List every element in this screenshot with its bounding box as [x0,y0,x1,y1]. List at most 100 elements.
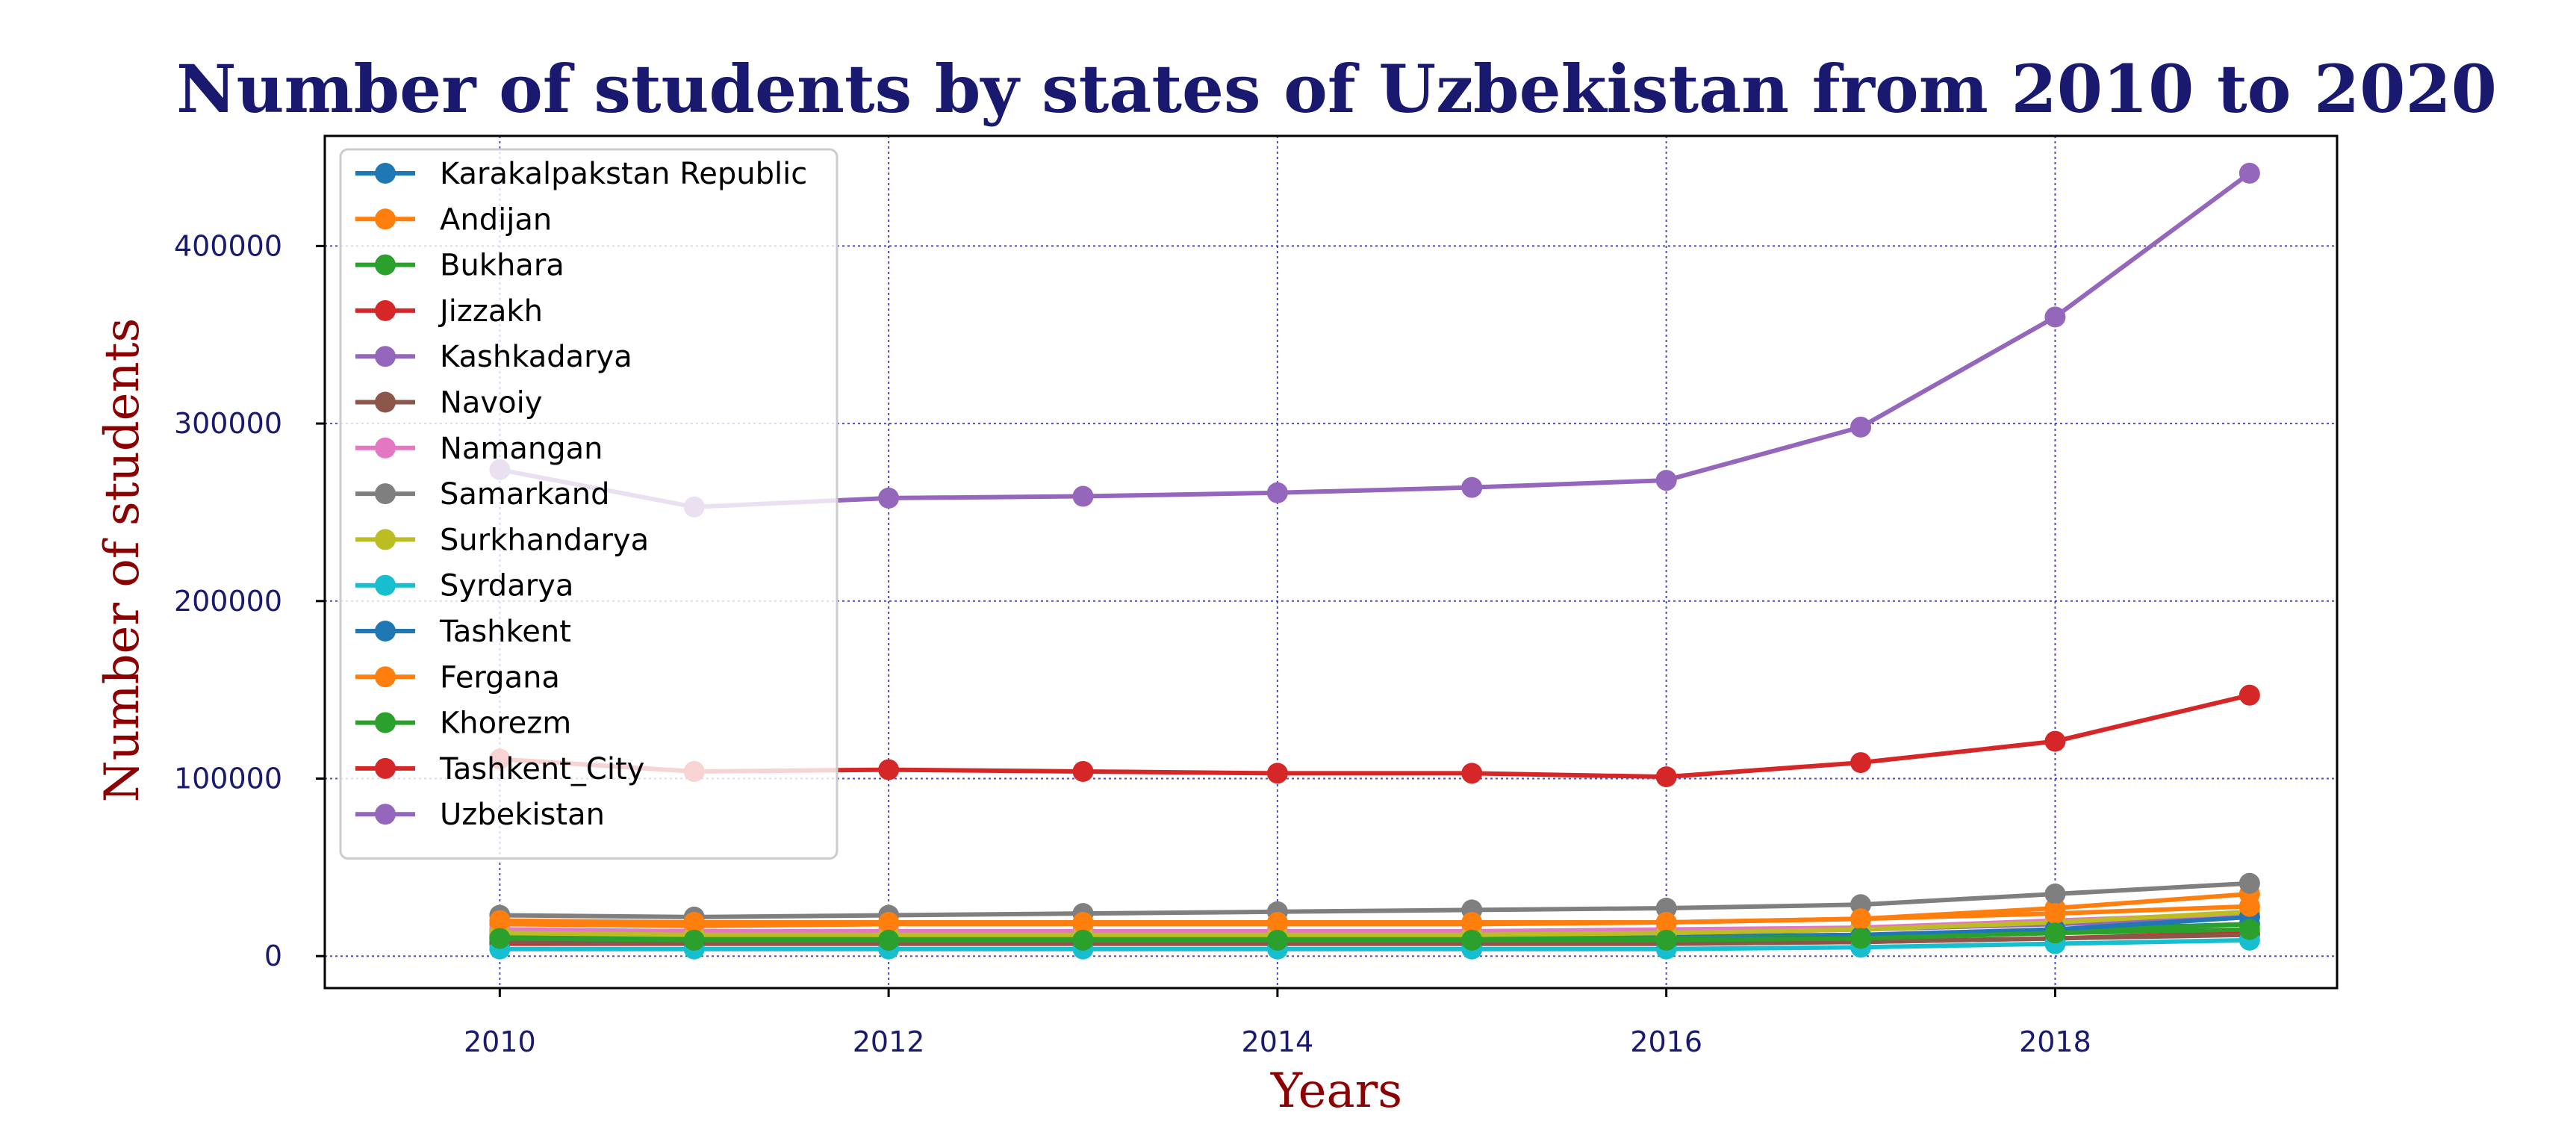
data-point [1655,766,1677,788]
legend-item: Kashkadarya [355,340,632,374]
data-point [1266,763,1288,784]
series-line [500,904,2250,925]
y-tick-label: 100000 [174,763,282,795]
legend-item: Uzbekistan [355,798,605,832]
legend-label: Namangan [440,432,603,466]
data-point [1072,485,1094,507]
data-point [2044,306,2066,328]
legend-label: Kashkadarya [440,340,632,374]
legend-item: Navoiy [355,386,542,420]
data-point [2044,884,2066,905]
legend-marker [375,254,396,276]
series-line [500,909,2250,937]
data-point [1850,752,1872,774]
legend-item: Samarkand [355,477,610,512]
legend-item: Namangan [355,432,603,466]
x-tick-label: 2018 [2019,1025,2091,1058]
x-tick-label: 2010 [464,1025,536,1058]
legend-marker [375,163,396,184]
legend-marker [375,804,396,825]
data-point [878,487,900,509]
data-point [2044,730,2066,752]
legend-marker [375,346,396,367]
legend-label: Tashkent [439,615,571,649]
x-axis-label: Years [1270,1064,1402,1119]
legend-item: Tashkent [355,615,571,649]
legend-label: Fergana [440,660,560,695]
data-point [2239,162,2260,184]
series-khorezm [489,919,2260,951]
data-point [489,910,511,931]
x-tick-label: 2016 [1630,1025,1702,1058]
x-tick-label: 2012 [853,1025,925,1058]
data-point [1850,416,1872,438]
y-axis-ticks: 0 100000 200000 300000 400000 [174,229,325,972]
chart-title: Number of students by states of Uzbekist… [176,50,2497,128]
data-point [2239,684,2260,706]
plot-frame [323,134,2339,990]
y-tick-label: 400000 [174,229,282,262]
data-point [1072,912,1094,934]
y-axis-label: Number of students [95,318,150,803]
legend-label: Karakalpakstan Republic [440,157,807,191]
legend-item: Tashkent_City [355,752,644,786]
legend-label: Khorezm [440,707,571,741]
series-fergana [489,895,2260,934]
data-point [2239,919,2260,940]
data-point [2239,895,2260,917]
data-point [489,928,511,949]
data-point [1072,929,1094,951]
data-point [1266,929,1288,951]
data-point [1072,760,1094,782]
legend-label: Syrdarya [440,569,573,603]
data-point [683,912,705,934]
y-tick-label: 200000 [174,585,282,618]
data-point [2239,872,2260,894]
legend-item: Syrdarya [355,569,573,603]
legend-marker [375,483,396,505]
data-point [1655,929,1677,951]
legend-box [339,148,839,860]
legend-marker [375,437,396,459]
y-tick-label: 300000 [174,407,282,440]
data-point [878,912,900,934]
data-point [1266,482,1288,503]
legend-item: Surkhandarya [355,523,649,557]
legend-label: Uzbekistan [440,798,605,832]
data-point [1266,912,1288,934]
legend-marker [375,299,396,321]
data-point [683,929,705,951]
data-point [2044,903,2066,925]
legend-item: Karakalpakstan Republic [355,157,807,191]
legend-marker [375,529,396,550]
legend-item: Andijan [355,202,552,237]
legend-marker [375,757,396,779]
series-line [500,932,2250,946]
data-point [1850,928,1872,949]
y-tick-label: 0 [264,940,282,972]
legend-label: Bukhara [440,249,564,283]
legend-marker [375,391,396,413]
data-point [1655,912,1677,934]
legend-marker [375,712,396,733]
series-line [500,927,2250,943]
legend-label: Jizzakh [438,294,543,329]
legend: Karakalpakstan Republic Andijan Bukhara Jiz… [339,148,839,860]
data-point [1655,470,1677,491]
legend-item: Khorezm [355,707,571,741]
legend-label: Andijan [440,202,552,237]
legend-item: Bukhara [355,249,564,283]
legend-marker [375,621,396,642]
series-line [500,881,2250,919]
legend-marker [375,208,396,230]
data-point [1461,929,1483,951]
legend-marker [375,574,396,596]
legend-label: Navoiy [440,386,542,420]
series-line [500,937,2250,951]
data-point [878,759,900,780]
legend-item: Jizzakh [355,294,543,329]
legend-label: Tashkent_City [439,752,644,786]
x-axis-ticks: 2010 2012 2014 2016 2018 [464,988,2091,1058]
